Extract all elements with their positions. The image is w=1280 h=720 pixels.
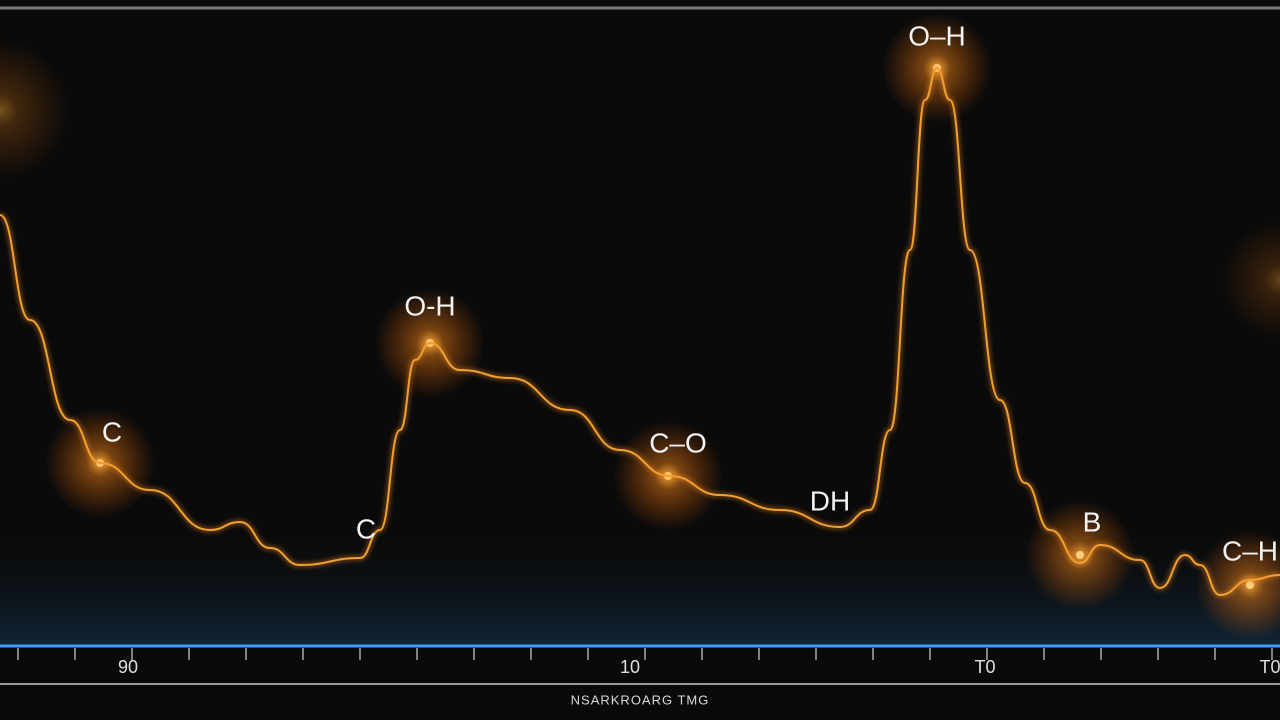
tick-marks <box>17 648 1273 660</box>
spectrum-curve <box>0 66 1280 597</box>
peak-dot <box>1076 551 1084 559</box>
x-tick-label: 90 <box>118 657 138 677</box>
peak-label: O-H <box>404 290 455 321</box>
edge-glow <box>0 40 70 180</box>
peak-label: O–H <box>908 20 966 51</box>
edge-glow <box>1220 220 1280 340</box>
peak-label: B <box>1083 506 1102 537</box>
peak-label: C–O <box>649 427 707 458</box>
x-tick-label: T0 <box>1259 657 1280 677</box>
peak-label: C–H <box>1222 535 1278 566</box>
peak-label: DH <box>810 485 850 516</box>
axis-title: NSARKROARG TMG <box>571 692 710 707</box>
x-tick-label: 10 <box>620 657 640 677</box>
peak-label: C <box>102 416 122 447</box>
x-tick-label: T0 <box>974 657 995 677</box>
peak-label: C <box>356 513 376 544</box>
